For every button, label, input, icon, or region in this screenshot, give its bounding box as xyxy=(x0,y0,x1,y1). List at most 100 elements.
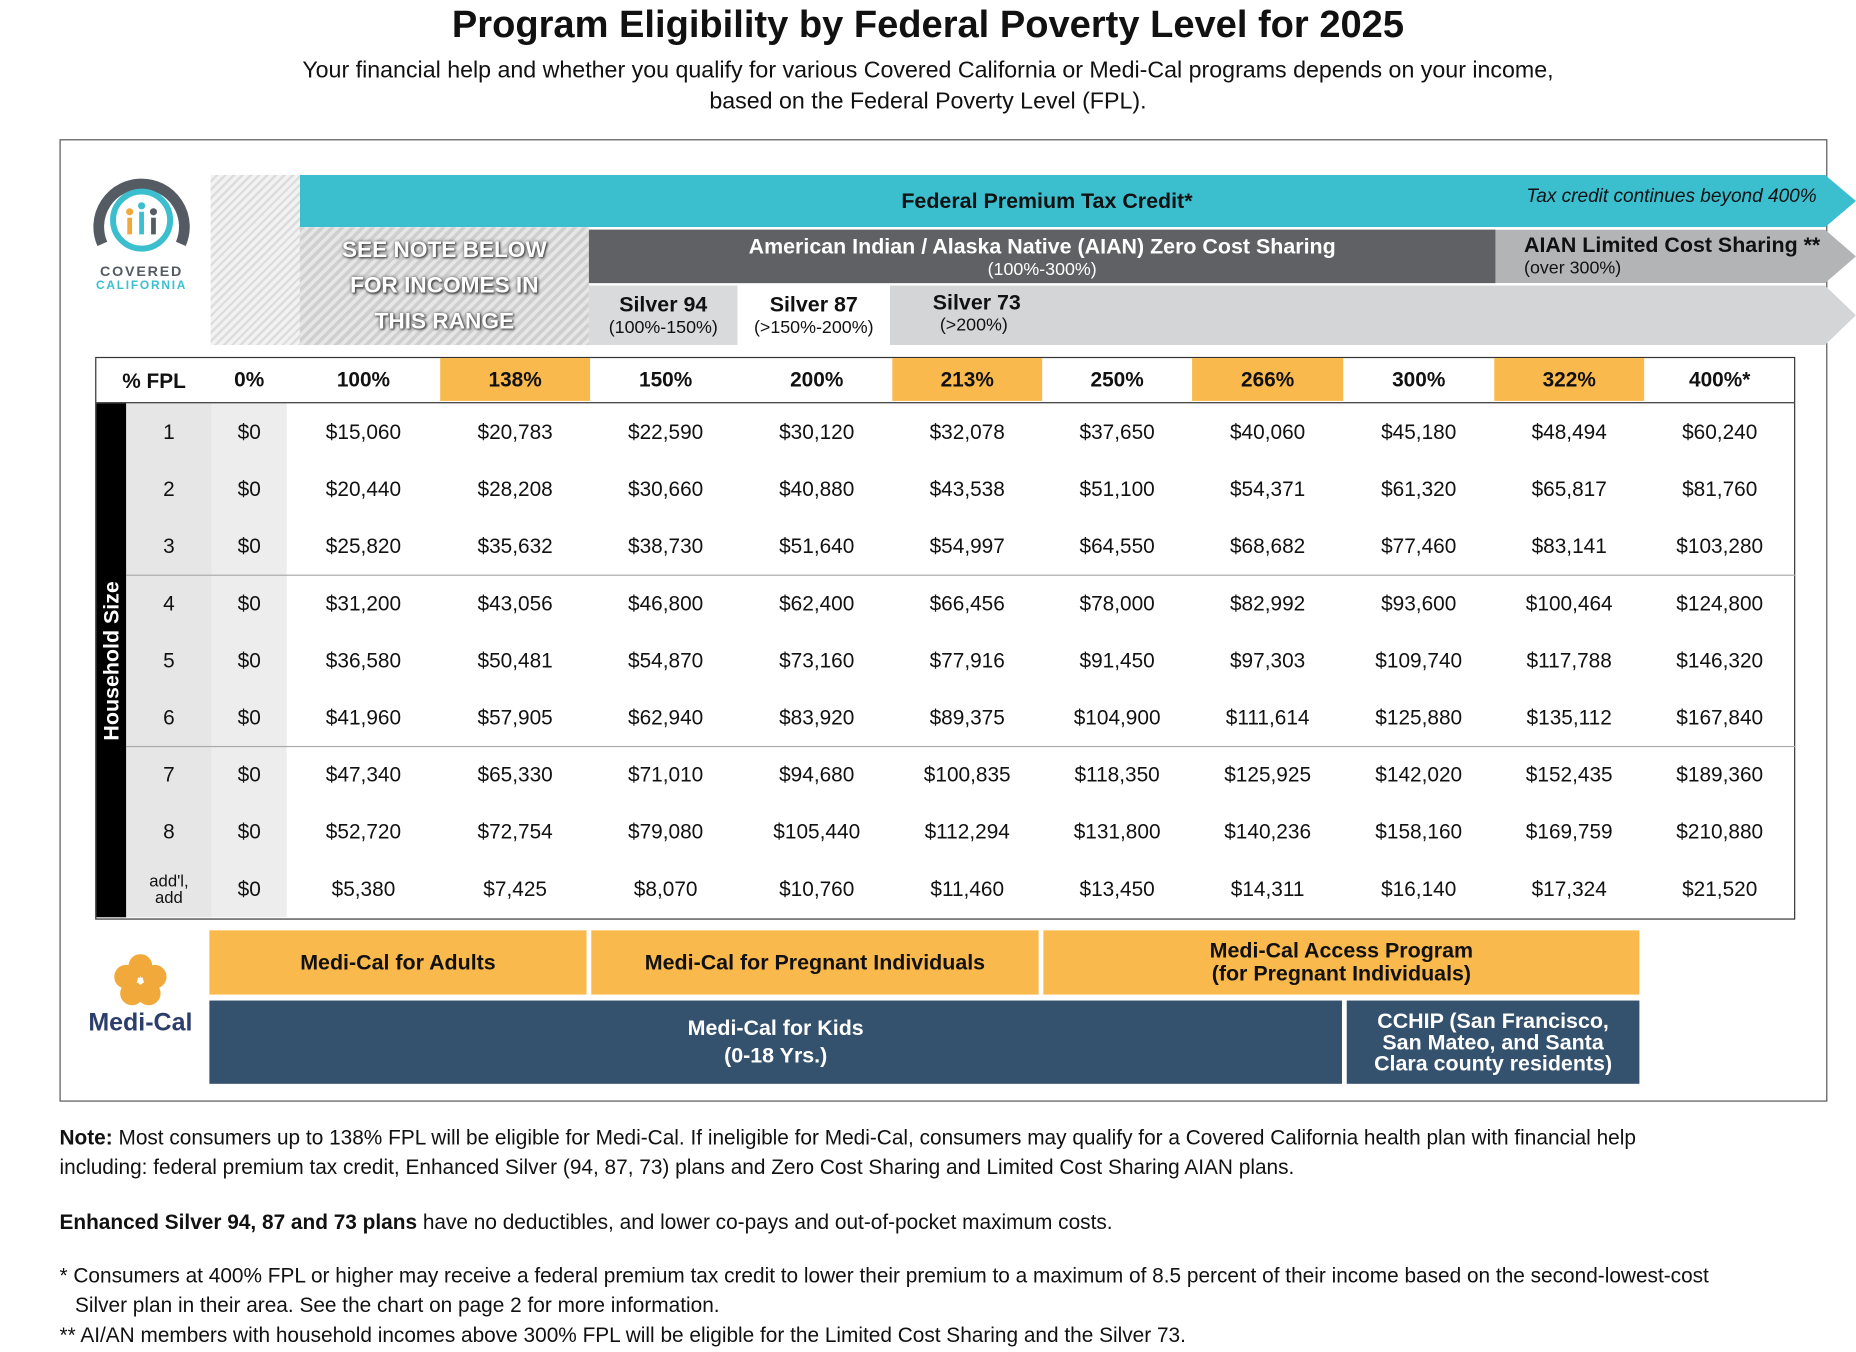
row-label: 2 xyxy=(163,476,175,501)
cell-value: $89,375 xyxy=(929,704,1005,729)
cell-value: $83,141 xyxy=(1531,533,1607,558)
row-label: 6 xyxy=(163,704,175,729)
cell-value: $97,303 xyxy=(1229,647,1306,672)
medi-cal-access: Medi-Cal Access Program (for Pregnant In… xyxy=(1043,930,1640,995)
program-line: Clara county residents) xyxy=(1374,1051,1613,1076)
covered-logo-icon xyxy=(93,178,190,252)
zero-col-bg xyxy=(211,403,287,918)
aian-zero: American Indian / Alaska Native (AIAN) Z… xyxy=(588,229,1496,284)
cell-value: $40,060 xyxy=(1229,419,1306,444)
cell-value: $169,759 xyxy=(1525,819,1613,843)
cell-value: $146,320 xyxy=(1676,647,1764,672)
cell-value: $65,330 xyxy=(477,762,553,786)
cell-value: $152,435 xyxy=(1525,762,1613,786)
cell-value: $105,440 xyxy=(773,819,861,843)
column-header: 250% xyxy=(1090,367,1144,391)
column-header: 0% xyxy=(234,367,265,391)
cell-value: $21,520 xyxy=(1682,876,1758,901)
note: Enhanced Silver 94, 87 and 73 plans have… xyxy=(59,1208,1725,1238)
cell-value: $8,070 xyxy=(633,876,698,901)
column-header: 100% xyxy=(336,367,391,391)
cell-value: $142,020 xyxy=(1375,762,1463,786)
note-bold: Enhanced Silver 94, 87 and 73 plans xyxy=(59,1209,418,1234)
note: ** AI/AN members with household incomes … xyxy=(59,1322,1186,1347)
aian-limited-label: AIAN Limited Cost Sharing ** xyxy=(1524,233,1821,257)
cell-value: $71,010 xyxy=(627,762,704,786)
cell-value: $35,632 xyxy=(477,533,553,558)
see-note-line: FOR INCOMES IN xyxy=(350,273,539,299)
cell-value: $36,580 xyxy=(325,647,402,672)
cell-value: $79,080 xyxy=(627,819,704,843)
cell-value: $117,788 xyxy=(1526,647,1612,672)
cell-value: $61,320 xyxy=(1381,476,1457,501)
column-header: 213% xyxy=(892,358,1043,401)
column-header: 266% xyxy=(1192,358,1344,401)
cell-value: $20,783 xyxy=(477,419,553,444)
cell-value: $0 xyxy=(237,876,261,901)
cell-value: $57,905 xyxy=(477,704,553,729)
cell-value: $10,760 xyxy=(779,876,855,901)
cell-value: $16,140 xyxy=(1381,876,1457,901)
ptc-bar xyxy=(300,175,1856,227)
cell-value: $81,760 xyxy=(1682,476,1758,501)
row-label: add'l, add xyxy=(149,870,189,907)
row-separator xyxy=(126,574,1796,576)
column-header: 138% xyxy=(440,358,591,401)
cell-value: $210,880 xyxy=(1676,819,1764,843)
note-bold: Note: xyxy=(59,1125,113,1150)
column-header: 150% xyxy=(638,367,693,391)
cell-value: $0 xyxy=(237,647,261,672)
cell-value: $62,400 xyxy=(779,590,855,615)
cell-value: $100,464 xyxy=(1525,590,1613,615)
cell-value: $52,720 xyxy=(325,819,402,843)
cell-value: $77,916 xyxy=(929,647,1005,672)
medi-cal-kids: Medi-Cal for Kids (0-18 Yrs.) xyxy=(209,1000,1342,1084)
frame xyxy=(59,139,1828,1102)
note: * Consumers at 400% FPL or higher may re… xyxy=(59,1263,1709,1317)
cell-value: $0 xyxy=(237,819,261,843)
silver-range: (>200%) xyxy=(939,315,1008,336)
cchip: CCHIP (San Francisco, San Mateo, and San… xyxy=(1346,1000,1640,1084)
cell-value: $48,494 xyxy=(1531,419,1607,444)
silver-label: Silver 87 xyxy=(769,292,858,317)
cell-value: $51,100 xyxy=(1079,476,1155,501)
cell-value: $93,600 xyxy=(1381,590,1457,615)
cell-value: $68,682 xyxy=(1229,533,1306,558)
program-line: CCHIP (San Francisco, xyxy=(1377,1008,1609,1033)
aian-limited-range: (over 300%) xyxy=(1524,258,1622,279)
cell-value: $103,280 xyxy=(1676,533,1764,558)
silver-range: (>150%-200%) xyxy=(753,317,874,338)
silver-label: Silver 94 xyxy=(619,292,708,317)
cell-value: $46,800 xyxy=(627,590,704,615)
cell-value: $124,800 xyxy=(1676,590,1764,615)
cell-value: $47,340 xyxy=(325,762,402,786)
cell-value: $28,208 xyxy=(477,476,553,501)
medi-cal-pregnant: Medi-Cal for Pregnant Individuals xyxy=(591,930,1039,995)
cell-value: $43,056 xyxy=(477,590,553,615)
cell-value: $94,680 xyxy=(779,762,855,786)
row-group: Household Size xyxy=(96,403,127,918)
cell-value: $51,640 xyxy=(779,533,855,558)
column-header: 400%* xyxy=(1689,367,1751,391)
program-line: Medi-Cal for Kids xyxy=(687,1016,864,1040)
medi-cal-adults: Medi-Cal for Adults xyxy=(209,930,587,995)
cell-value: $72,754 xyxy=(477,819,553,843)
cell-value: $40,880 xyxy=(779,476,855,501)
cell-value: $30,120 xyxy=(779,419,855,444)
row-label-bg xyxy=(126,403,212,918)
row-label: 1 xyxy=(163,419,175,444)
cell-value: $77,460 xyxy=(1381,533,1457,558)
cell-value: $82,992 xyxy=(1229,590,1306,615)
cell-value: $54,371 xyxy=(1229,476,1306,501)
ptc-note: Tax credit continues beyond 400% xyxy=(1526,186,1817,208)
cell-value: $100,835 xyxy=(923,762,1011,786)
cell-value: $11,460 xyxy=(930,876,1005,901)
cell-value: $32,078 xyxy=(929,419,1005,444)
cell-value: $0 xyxy=(237,590,261,615)
cell-value: $45,180 xyxy=(1381,419,1457,444)
cell-value: $31,200 xyxy=(325,590,402,615)
cell-value: $25,820 xyxy=(325,533,402,558)
cell-value: $131,800 xyxy=(1073,819,1161,843)
cell-value: $15,060 xyxy=(325,419,402,444)
cell-value: $38,730 xyxy=(627,533,704,558)
